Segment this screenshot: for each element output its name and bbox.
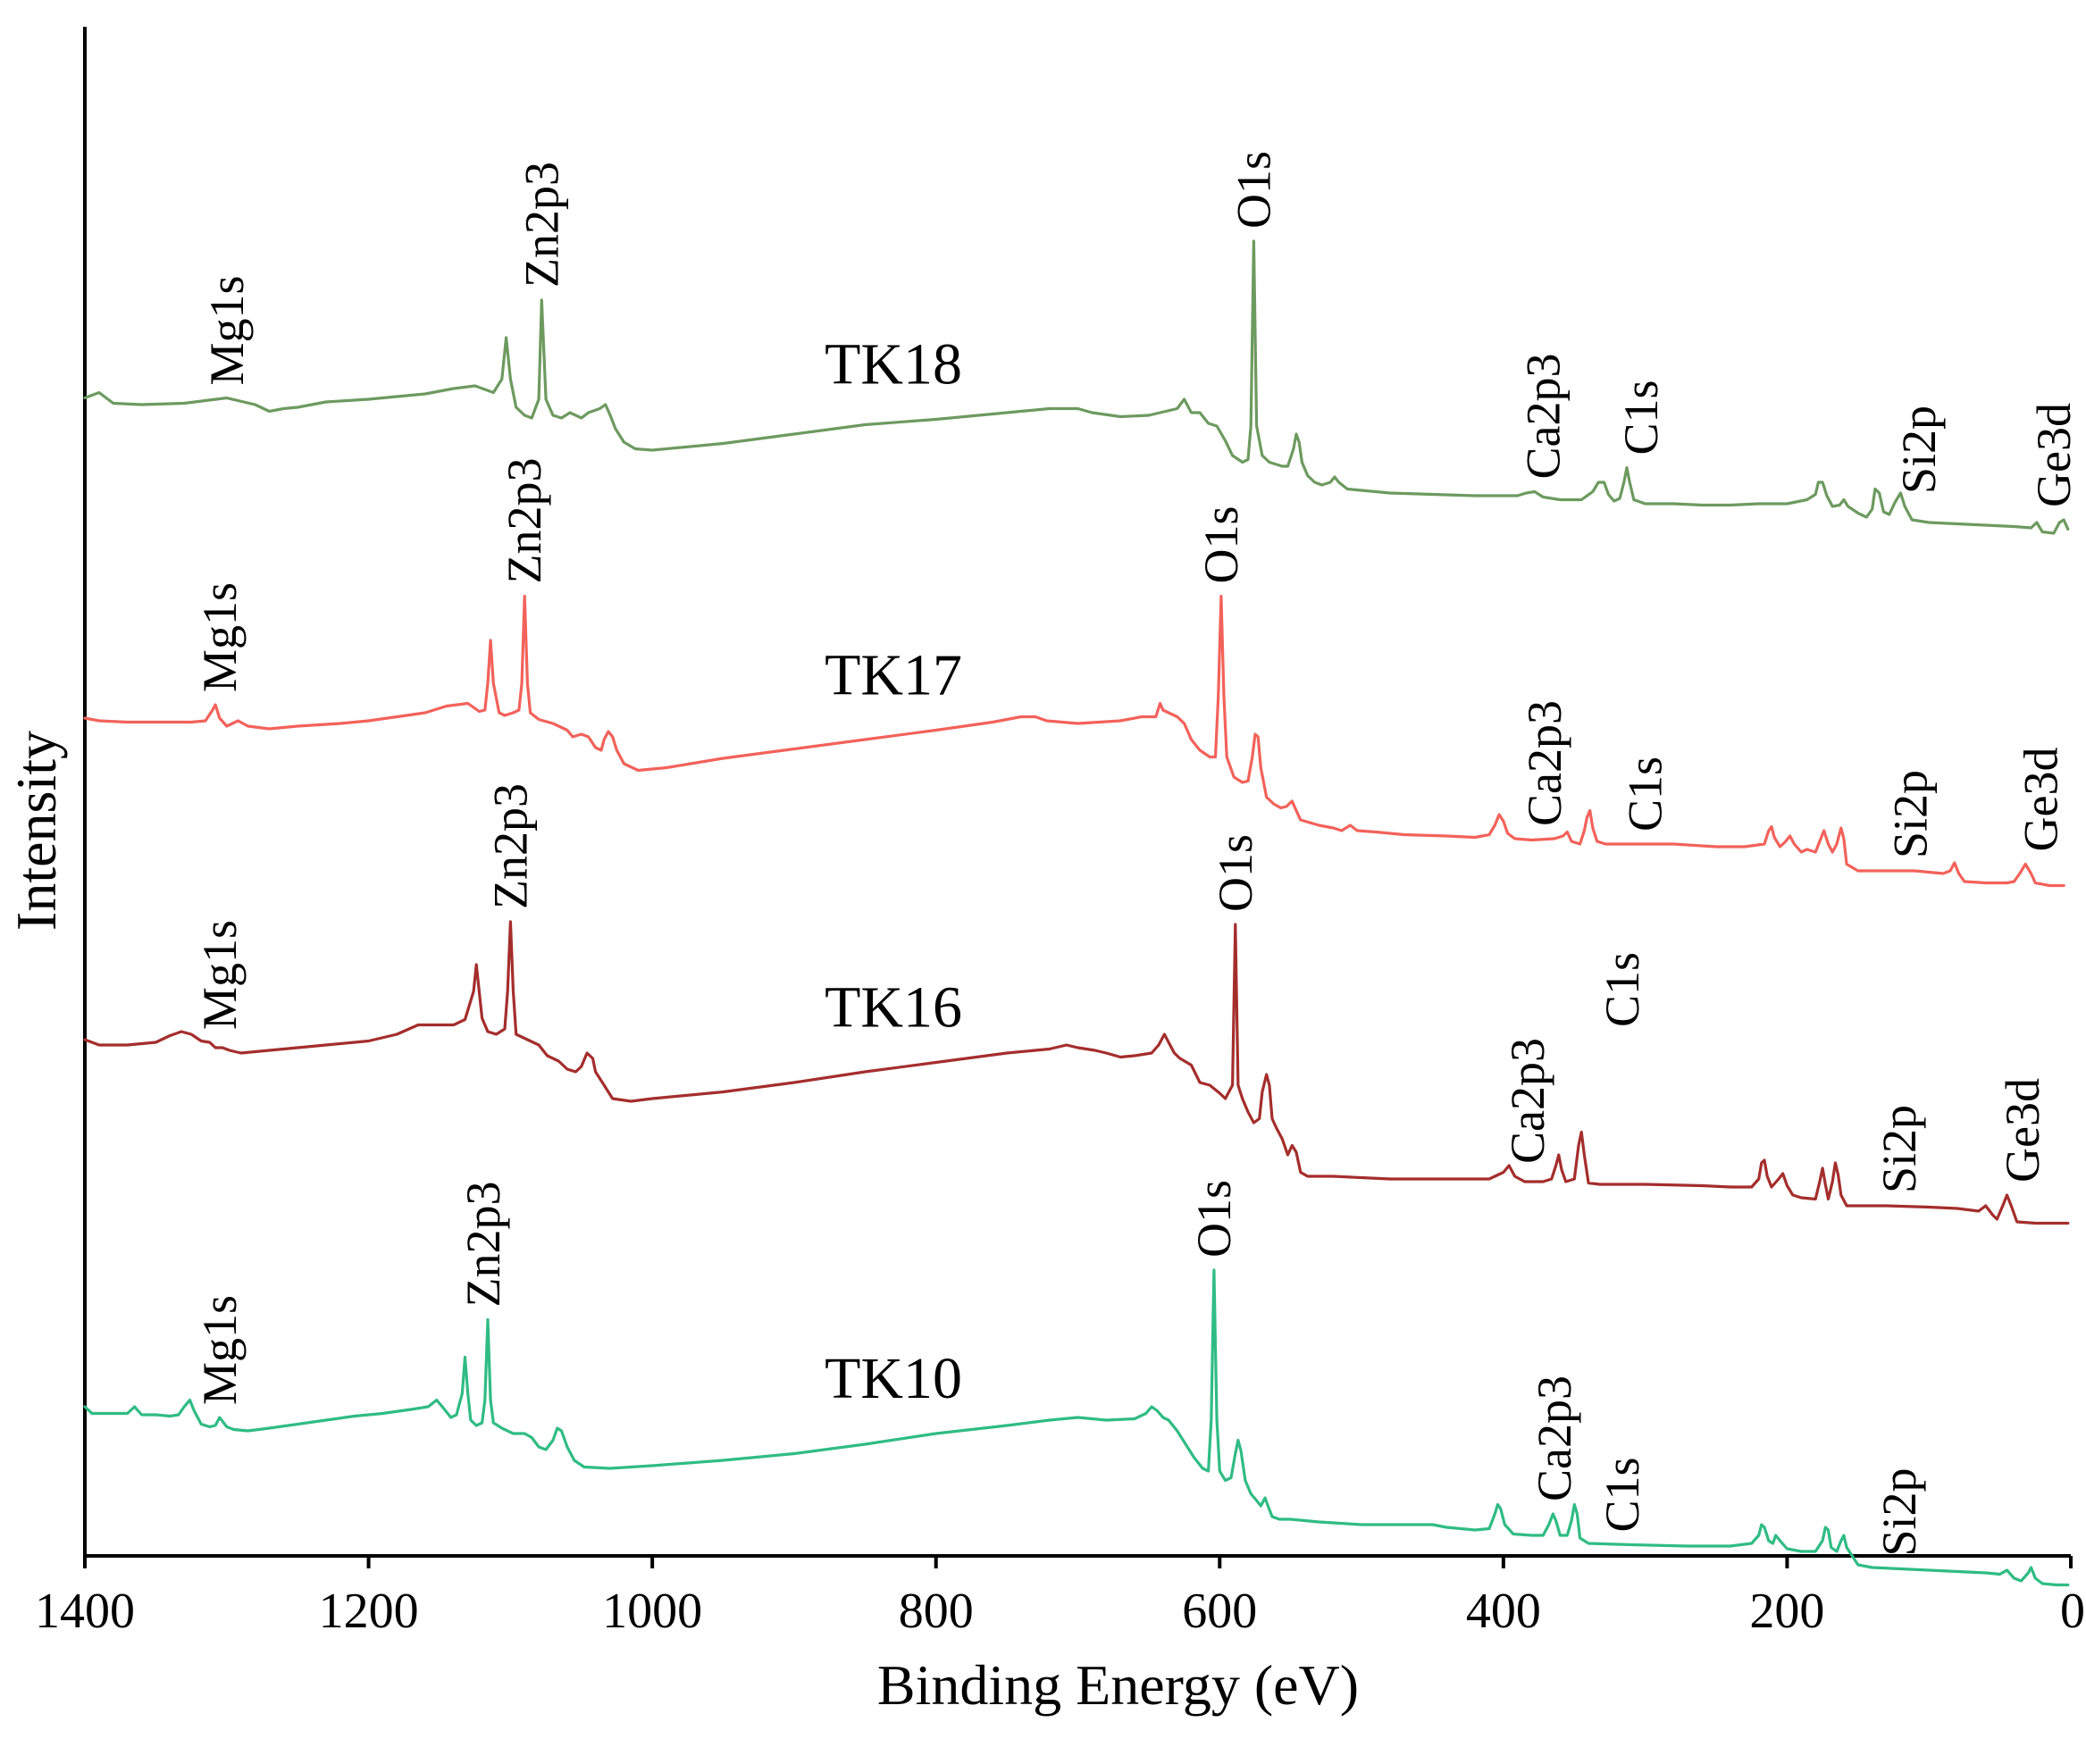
peak-label-si2p-tk17: Si2p [1884, 770, 1938, 858]
peak-label-ge3d-tk18: Ge3d [2027, 403, 2081, 507]
series-line-tk17 [83, 594, 2065, 888]
axes: 1400 1200 1000 800 600 400 200 0 [35, 27, 2085, 1639]
peak-label-c1s-tk18: C1s [1614, 380, 1668, 455]
series-line-tk18 [83, 239, 2070, 535]
peak-label-ca2p3-tk16: Ca2p3 [1501, 1038, 1554, 1164]
series-line-tk16 [83, 920, 2070, 1225]
x-axis-title: Binding Energy (eV) [877, 1653, 1359, 1717]
peak-label-o1s-tk10: O1s [1187, 1180, 1241, 1258]
peak-label-zn2p3-tk18: Zn2p3 [515, 162, 568, 288]
annotation-layer: Mg1s Zn2p3 O1s Ca2p3 C1s Si2p Ge3d TK18 Mg1s Zn2p… [193, 151, 2081, 1557]
y-axis-title: Intensity [4, 731, 68, 931]
peak-label-o1s-tk16: O1s [1209, 834, 1262, 912]
peak-label-ge3d-tk16: Ge3d [1996, 1078, 2049, 1183]
x-tick-label: 400 [1466, 1584, 1541, 1639]
peak-label-ge3d-tk17: Ge3d [2015, 748, 2068, 852]
x-tick-label: 0 [2060, 1584, 2085, 1639]
series-label-tk10: TK10 [825, 1346, 962, 1411]
x-tick-label: 1400 [35, 1584, 135, 1639]
peak-label-si2p-tk10: Si2p [1872, 1467, 1926, 1556]
peak-label-c1s-tk10: C1s [1596, 1457, 1649, 1532]
x-tick-label: 1200 [319, 1584, 419, 1639]
series-line-tk10 [83, 1268, 2070, 1587]
peak-label-o1s-tk17: O1s [1194, 506, 1248, 583]
x-tick-label: 800 [899, 1584, 974, 1639]
peak-label-ca2p3-tk17: Ca2p3 [1518, 700, 1571, 826]
series-label-tk18: TK18 [825, 332, 962, 397]
series-label-tk16: TK16 [825, 975, 962, 1041]
peak-label-mg1s-tk17: Mg1s [193, 582, 247, 692]
x-tick-label: 600 [1182, 1584, 1257, 1639]
peak-label-mg1s-tk10: Mg1s [193, 1295, 247, 1405]
peak-label-o1s-tk18: O1s [1227, 151, 1280, 229]
peak-label-ca2p3-tk10: Ca2p3 [1528, 1375, 1581, 1501]
peak-label-si2p-tk16: Si2p [1872, 1105, 1926, 1193]
series-label-tk17: TK17 [825, 643, 962, 708]
x-tick-label: 1000 [602, 1584, 702, 1639]
peak-label-si2p-tk18: Si2p [1892, 405, 1946, 494]
peak-label-c1s-tk16: C1s [1596, 952, 1649, 1027]
peak-label-mg1s-tk18: Mg1s [200, 275, 254, 385]
peak-label-ca2p3-tk18: Ca2p3 [1516, 354, 1570, 480]
series-layer [83, 239, 2070, 1587]
peak-label-zn2p3-tk10: Zn2p3 [457, 1182, 510, 1308]
x-tick-label: 200 [1749, 1584, 1824, 1639]
peak-label-zn2p3-tk16: Zn2p3 [483, 783, 537, 909]
peak-label-mg1s-tk16: Mg1s [193, 920, 247, 1030]
peak-label-zn2p3-tk17: Zn2p3 [498, 458, 551, 584]
peak-label-c1s-tk17: C1s [1619, 757, 1672, 832]
